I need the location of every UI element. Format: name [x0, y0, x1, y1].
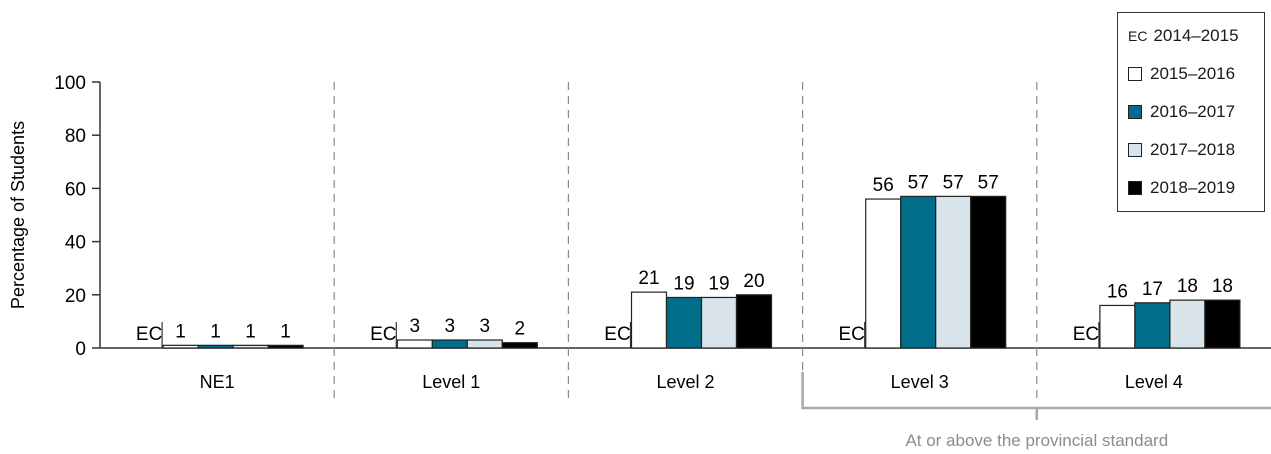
y-axis-label: Percentage of Students — [8, 121, 28, 309]
legend-label: 2016–2017 — [1150, 102, 1236, 121]
bar — [466, 339, 503, 349]
legend-item-2016-2017: 2016–2017 — [1128, 101, 1235, 123]
y-tick-label: 0 — [75, 339, 86, 360]
bar — [267, 344, 304, 349]
legend-label: 2014–2015 — [1153, 26, 1239, 45]
y-tick-label: 40 — [65, 233, 86, 254]
x-category-label: Level 3 — [891, 372, 949, 392]
bar — [865, 198, 902, 349]
bar-value-label: 3 — [410, 316, 421, 337]
ec-label: EC — [838, 324, 864, 345]
bar — [900, 195, 937, 349]
bar — [1204, 299, 1241, 349]
legend-label: 2017–2018 — [1150, 140, 1236, 159]
y-tick-label: 100 — [54, 73, 86, 94]
bar-value-label: 3 — [480, 316, 491, 337]
bar — [1099, 304, 1136, 349]
bar — [735, 294, 773, 349]
ec-label: EC — [1073, 324, 1099, 345]
bar — [197, 344, 234, 349]
bar-value-label: 1 — [210, 321, 221, 342]
bar-value-label: 57 — [908, 172, 929, 193]
ec-label: EC — [370, 324, 396, 345]
bar-value-label: 2 — [515, 319, 526, 340]
legend-label: 2018–2019 — [1150, 178, 1236, 197]
x-category-label: Level 2 — [656, 372, 714, 392]
legend-ec-marker: EC — [1128, 28, 1148, 44]
bar-value-label: 17 — [1142, 279, 1163, 300]
legend-item-2018-2019: 2018–2019 — [1128, 177, 1235, 199]
bar-value-label: 56 — [873, 175, 894, 196]
bar — [1169, 299, 1206, 349]
bar — [970, 195, 1007, 349]
bar — [501, 342, 538, 349]
legend-swatch — [1128, 181, 1142, 195]
standard-bracket — [801, 372, 1271, 410]
legend-label: 2015–2016 — [1150, 64, 1236, 83]
legend: EC 2014–2015 2015–2016 2016–2017 2017–20… — [1117, 12, 1265, 212]
bar-value-label: 57 — [978, 172, 999, 193]
x-category-label: Level 1 — [422, 372, 480, 392]
bar — [1134, 302, 1171, 349]
bar-value-label: 16 — [1107, 281, 1128, 302]
bar-value-label: 20 — [743, 271, 764, 292]
y-tick-label: 60 — [65, 179, 86, 200]
bar-value-label: 57 — [943, 172, 964, 193]
bar — [396, 339, 433, 349]
bar — [431, 339, 468, 349]
bar — [232, 344, 269, 349]
bar-value-label: 18 — [1212, 276, 1233, 297]
bar-value-label: 19 — [708, 273, 729, 294]
bar-value-label: 1 — [280, 321, 291, 342]
bar — [700, 296, 738, 349]
bracket-label: At or above the provincial standard — [905, 431, 1168, 450]
bar-value-label: 1 — [175, 321, 186, 342]
bar — [935, 195, 972, 349]
bar-value-label: 21 — [638, 268, 659, 289]
y-tick-label: 80 — [65, 126, 86, 147]
legend-swatch — [1128, 67, 1142, 81]
y-tick-label: 20 — [65, 286, 86, 307]
bar — [162, 344, 199, 349]
bar-value-label: 18 — [1177, 276, 1198, 297]
x-category-label: Level 4 — [1125, 372, 1183, 392]
legend-swatch — [1128, 105, 1142, 119]
bar — [665, 296, 703, 349]
bar-value-label: 19 — [673, 273, 694, 294]
ec-label: EC — [136, 324, 162, 345]
legend-item-2014-2015: EC 2014–2015 — [1128, 25, 1239, 47]
legend-item-2017-2018: 2017–2018 — [1128, 139, 1235, 161]
bar-value-label: 1 — [245, 321, 256, 342]
bar-value-label: 3 — [445, 316, 456, 337]
x-category-label: NE1 — [200, 372, 235, 392]
legend-swatch — [1128, 143, 1142, 157]
ec-label: EC — [604, 324, 630, 345]
legend-item-2015-2016: 2015–2016 — [1128, 63, 1235, 85]
bar — [630, 291, 668, 349]
